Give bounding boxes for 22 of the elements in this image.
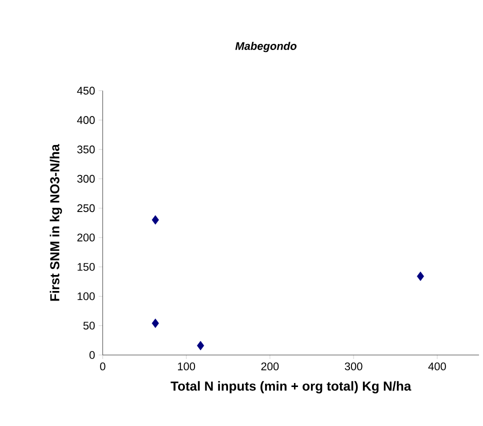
y-tick-label: 350 <box>77 146 95 154</box>
y-tick-label: 300 <box>77 174 95 183</box>
y-tick-label: 100 <box>78 292 95 300</box>
y-tick-label: 400 <box>77 116 95 124</box>
y-axis-title: First SNM in kg NO3-N/ha <box>50 144 62 301</box>
x-axis-title: Total N inputs (min + org total) Kg N/ha <box>170 381 412 394</box>
y-tick-label: 0 <box>90 351 95 359</box>
chart-title: Mabegondo <box>235 42 297 52</box>
x-tick-label: 200 <box>261 362 279 370</box>
y-tick-label: 250 <box>77 204 95 212</box>
point <box>152 215 159 225</box>
x-tick-label: 0 <box>100 362 106 370</box>
y-tick-label: 150 <box>78 263 95 271</box>
y-tick-label: 450 <box>77 86 95 95</box>
x-tick-label: 100 <box>178 362 196 370</box>
x-tick-label: 400 <box>428 362 446 370</box>
point <box>196 340 204 350</box>
y-tick-label: 200 <box>77 234 95 242</box>
y-tick-label: 50 <box>83 322 95 330</box>
x-tick-label: 300 <box>344 362 362 370</box>
point <box>152 318 159 328</box>
point <box>416 272 424 281</box>
